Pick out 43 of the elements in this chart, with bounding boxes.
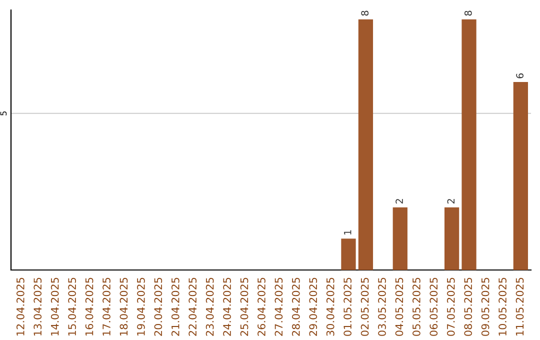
x-tick-label: 06.05.2025 (430, 278, 438, 336)
x-tick-label: 23.04.2025 (206, 278, 214, 336)
bar (358, 19, 374, 270)
x-tick-label: 22.04.2025 (188, 278, 197, 336)
x-tick-label: 05.05.2025 (412, 278, 420, 336)
x-tick-label: 04.05.2025 (395, 278, 404, 336)
x-tick-label: 12.04.2025 (16, 278, 24, 336)
x-tick-label: 30.04.2025 (326, 278, 334, 336)
data-label: 8 (464, 10, 472, 16)
x-tick-label: 27.04.2025 (274, 278, 283, 336)
x-tick-label: 14.04.2025 (50, 278, 59, 336)
bar (444, 207, 460, 270)
bar (341, 238, 356, 270)
bar (462, 19, 476, 270)
x-tick-label: 18.04.2025 (120, 278, 128, 336)
x-tick-label: 03.05.2025 (378, 278, 386, 336)
x-tick-label: 29.04.2025 (309, 278, 318, 336)
bar (392, 207, 408, 270)
x-tick-label: 01.05.2025 (344, 278, 352, 336)
x-tick-label: 28.04.2025 (292, 278, 300, 336)
x-tick-label: 17.04.2025 (102, 278, 110, 336)
x-tick-label: 25.04.2025 (240, 278, 248, 336)
data-label: 6 (516, 73, 524, 78)
x-tick-label: 20.04.2025 (154, 278, 162, 336)
x-tick-label: 16.04.2025 (85, 278, 94, 336)
x-tick-label: 02.05.2025 (360, 278, 369, 336)
x-tick-label: 09.05.2025 (481, 278, 490, 336)
x-tick-label: 11.05.2025 (516, 278, 524, 336)
data-label: 2 (447, 199, 454, 204)
x-tick-label: 21.04.2025 (171, 278, 180, 336)
x-tick-label: 07.05.2025 (446, 278, 455, 336)
data-label: 8 (361, 10, 369, 16)
x-tick-label: 19.04.2025 (137, 278, 145, 336)
x-tick-label: 15.04.2025 (68, 278, 76, 336)
x-tick-label: 24.04.2025 (223, 278, 231, 336)
y-tick-label: 5 (0, 111, 7, 116)
x-tick-label: 13.04.2025 (34, 278, 42, 336)
data-label: 2 (396, 199, 403, 204)
data-label: 1 (344, 230, 352, 235)
x-tick-label: 26.04.2025 (258, 278, 266, 336)
x-tick-label: 10.05.2025 (498, 278, 506, 336)
x-tick-label: 08.05.2025 (464, 278, 472, 336)
bar (513, 82, 528, 270)
